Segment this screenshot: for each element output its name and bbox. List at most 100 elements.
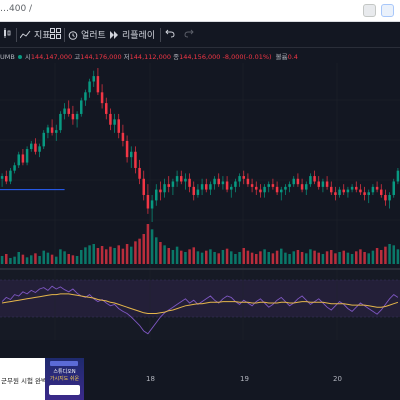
volume-bar <box>180 250 183 264</box>
browser-extension-icon[interactable] <box>363 4 376 17</box>
candle-body <box>392 181 395 195</box>
candle-body <box>84 92 87 101</box>
candle-body <box>234 181 237 187</box>
oscillator-fast-line <box>1 285 399 335</box>
volume-bar <box>155 237 158 264</box>
candle-body <box>59 113 62 131</box>
replay-button[interactable]: 리플레이 <box>109 28 155 41</box>
candle-body <box>321 181 325 187</box>
volume-bar <box>221 250 225 264</box>
volume-bar <box>271 253 275 264</box>
volume-bar <box>217 253 220 264</box>
undo-button[interactable] <box>165 28 175 38</box>
candle-body <box>100 92 104 104</box>
advertisement[interactable]: 군무원 시험 완벽 스튜디오N 가시지도 쉬운 <box>0 358 84 400</box>
volume-bar <box>338 252 341 264</box>
layout-button[interactable] <box>50 28 61 39</box>
candle-body <box>88 81 91 93</box>
volume-bar <box>100 246 104 264</box>
candle-body <box>113 119 116 125</box>
candle-body <box>121 132 125 141</box>
candle-body <box>317 181 320 187</box>
volume-bar <box>67 254 70 264</box>
change-value: -8,000 <box>222 53 244 61</box>
volume-bar <box>188 249 191 264</box>
candle-body <box>325 181 329 187</box>
volume-bar <box>263 249 266 264</box>
volume-bar <box>130 246 133 264</box>
chart-grid <box>0 63 400 340</box>
candle-body <box>209 184 212 190</box>
volume-bar <box>238 252 241 264</box>
ad-text[interactable]: 군무원 시험 완벽 <box>1 377 47 385</box>
candle-body <box>142 178 145 195</box>
candle-body <box>313 176 316 182</box>
volume-bar <box>34 253 37 264</box>
candle-style-button[interactable] <box>2 28 12 38</box>
volume-bar <box>117 245 120 264</box>
browser-url[interactable]: …400 / <box>0 4 33 14</box>
candle-body <box>263 186 266 193</box>
candle-body <box>163 184 166 193</box>
candle-body <box>217 178 220 185</box>
time-axis-label-3: 20 <box>333 375 342 383</box>
candle-body <box>359 189 362 193</box>
alert-button[interactable]: 얼러트 <box>68 28 106 41</box>
candle-body <box>246 178 250 185</box>
volume-bar <box>50 254 54 264</box>
replay-label: 리플레이 <box>122 31 156 41</box>
volume-bar <box>113 248 116 264</box>
candle-body <box>159 189 162 193</box>
candle-body <box>134 151 137 168</box>
volume-bar <box>138 238 141 264</box>
volume-bar <box>92 244 95 264</box>
volume-bar <box>255 254 258 264</box>
volume-bar <box>121 248 125 264</box>
candle-body <box>396 170 400 182</box>
redo-button[interactable] <box>184 28 194 38</box>
candle-body <box>346 189 350 193</box>
candle-body <box>196 189 200 195</box>
volume-bars <box>0 224 400 264</box>
volume-bar <box>46 252 50 264</box>
volume-bar <box>5 254 8 264</box>
pane-divider[interactable] <box>0 268 400 270</box>
candle-body <box>296 178 300 185</box>
low-value: 144,112,000 <box>129 53 172 61</box>
candle-body <box>375 186 379 190</box>
alert-label: 얼러트 <box>81 31 106 41</box>
candle-body <box>230 186 233 190</box>
ad-banner[interactable]: 스튜디오N 가시지도 쉬운 <box>45 358 84 400</box>
volume-bar <box>230 251 233 264</box>
volume-value: 0.4 <box>287 53 298 61</box>
candle-body <box>105 103 108 114</box>
candle-body <box>292 178 295 185</box>
candle-body <box>200 184 204 190</box>
volume-bar <box>392 245 395 264</box>
volume-bar <box>150 229 154 264</box>
volume-bar <box>380 250 383 264</box>
volume-bar <box>330 250 333 264</box>
alarm-clock-icon <box>68 30 78 40</box>
candle-body <box>242 176 245 179</box>
volume-bar <box>250 252 254 264</box>
candle-body <box>42 132 45 147</box>
ad-banner-line1: 스튜디오N <box>53 369 76 375</box>
candle-body <box>171 181 175 187</box>
candle-body <box>13 165 16 171</box>
ad-banner-button <box>49 385 80 395</box>
volume-bar <box>292 251 295 264</box>
candle-body <box>338 189 341 195</box>
symbol-name[interactable]: UMB <box>0 53 15 61</box>
volume-bar <box>350 254 354 264</box>
indicators-button[interactable]: 지표 <box>20 28 51 41</box>
browser-address-bar[interactable]: …400 / <box>0 0 400 22</box>
volume-bar <box>105 249 108 264</box>
browser-profile-icon[interactable] <box>381 4 394 17</box>
volume-bar <box>396 249 400 264</box>
candle-body <box>180 176 183 182</box>
candle-body <box>350 186 354 190</box>
candle-body <box>146 194 150 209</box>
candle-body <box>371 186 375 193</box>
